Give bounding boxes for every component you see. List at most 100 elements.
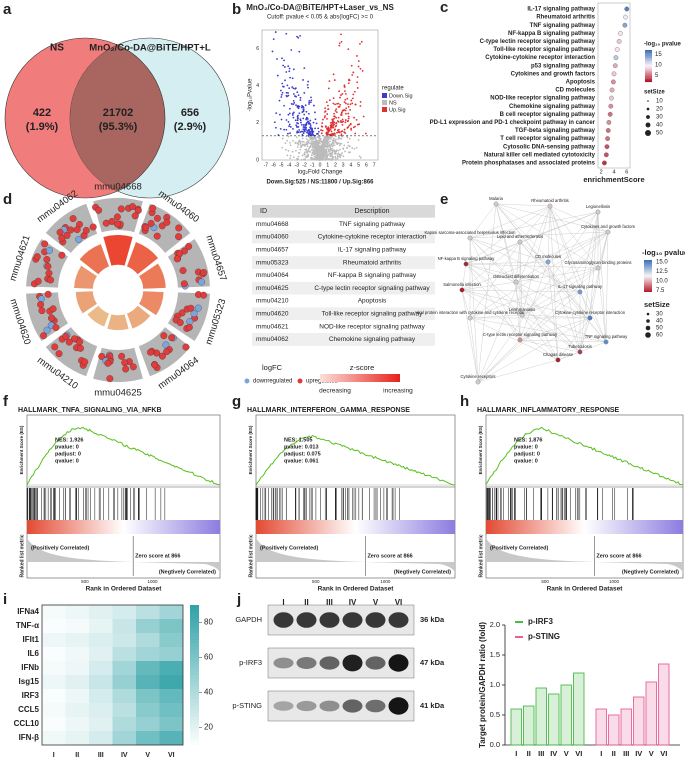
volcano-point: [283, 104, 286, 107]
network-node: [545, 259, 551, 265]
colorbar-cell: [190, 678, 199, 683]
pathway-label: C-type lectin receptor signaling pathway: [480, 39, 596, 45]
volcano-point: [331, 149, 334, 152]
volcano-point: [325, 136, 328, 139]
group-label: VI: [395, 598, 403, 607]
group-label: II: [304, 598, 308, 607]
volcano-point: [291, 114, 294, 116]
x-tick-label: III: [538, 749, 544, 758]
colorbar-cell: [190, 682, 199, 686]
network-node: [587, 315, 593, 321]
volcano-point: [312, 158, 315, 160]
volcano-point: [327, 128, 330, 130]
volcano-point: [288, 123, 291, 126]
x-tick-label: IV: [550, 749, 557, 758]
volcano-point: [327, 135, 330, 138]
gene-dot: [44, 262, 52, 270]
zscore-wedge: [126, 241, 159, 275]
legend-label: Down.Sig: [389, 93, 413, 99]
network-edge: [495, 203, 609, 233]
label: (Negtively Correlated): [394, 569, 451, 575]
volcano-point: [334, 153, 337, 155]
volcano-point: [331, 135, 334, 138]
volcano-point: [308, 139, 310, 142]
table-cell: mmu04620: [256, 311, 289, 318]
legend-label: NS: [389, 100, 397, 106]
heatmap-frame: [41, 604, 184, 746]
heat-cell: [65, 633, 89, 647]
volcano-point: [313, 104, 315, 107]
colorbar-cell: [190, 664, 199, 669]
panel-label: a: [3, 1, 12, 18]
pathway-label: B cell receptor signaling pathway: [500, 112, 596, 118]
heat-cell: [159, 661, 183, 675]
y-tick-label: 2: [256, 120, 259, 126]
colorbar-tick: 10.0: [656, 279, 668, 285]
table-cell: mmu04625: [256, 285, 289, 292]
volcano-point: [287, 120, 290, 123]
volcano-point: [321, 122, 324, 124]
volcano-point: [314, 149, 316, 152]
volcano-point: [306, 140, 309, 143]
blot-band: [388, 697, 409, 715]
volcano-point: [314, 118, 317, 121]
volcano-point: [343, 84, 346, 87]
colorbar-cell: [645, 53, 652, 55]
volcano-point: [287, 92, 289, 94]
volcano-point: [300, 130, 303, 133]
volcano-point: [303, 113, 306, 116]
volcano-point: [287, 135, 290, 138]
table-cell: Apoptosis: [358, 298, 387, 305]
heat-cell: [159, 647, 183, 661]
volcano-point: [332, 139, 335, 142]
volcano-point: [328, 133, 330, 136]
blot-band: [296, 657, 317, 669]
volcano-point: [282, 85, 285, 88]
zscore-wedge: [73, 265, 98, 290]
heat-cell: [112, 661, 136, 675]
pathway-label: Cytokines and growth factors: [511, 71, 596, 77]
enrichment-dot: [602, 160, 607, 166]
network-edge: [465, 263, 521, 341]
volcano-point: [305, 116, 308, 119]
network-node: [595, 265, 601, 271]
pathway-label: TGF-beta signaling pathway: [515, 128, 596, 134]
colorbar-cell: [645, 61, 652, 63]
node-label: Legionellosis: [586, 204, 610, 209]
volcano-point: [311, 136, 314, 139]
colorbar-tick: 15: [655, 52, 662, 58]
volcano-point: [347, 112, 350, 115]
gene-dot: [69, 215, 77, 223]
heat-cell: [159, 633, 183, 647]
venn-overlap: [70, 38, 165, 198]
volcano-point: [288, 125, 290, 128]
network-edge: [579, 291, 607, 343]
node-label: Kaposi sarcoma-associated herpesvirus in…: [424, 230, 516, 235]
volcano-point: [326, 156, 329, 159]
gene-dot: [182, 343, 190, 351]
volcano-point: [356, 87, 359, 89]
gene-dot: [65, 338, 73, 346]
volcano-point: [341, 123, 344, 126]
volcano-point: [304, 143, 307, 146]
volcano-point: [301, 133, 304, 136]
colorbar: [644, 260, 652, 292]
volcano-point: [297, 131, 300, 134]
volcano-point: [287, 149, 290, 152]
x-tick-label: II: [527, 749, 531, 758]
network-node: [475, 379, 481, 385]
y-tick-label: 0.0: [490, 740, 500, 749]
volcano-point: [364, 132, 367, 135]
gene-dot: [77, 344, 84, 352]
heat-cell: [89, 605, 113, 619]
size-tick: 10: [656, 99, 663, 105]
volcano-point: [327, 149, 330, 152]
volcano-point: [334, 103, 337, 106]
pathway-label: NF-kappa B signaling pathway: [508, 31, 596, 37]
network-edge: [465, 261, 549, 265]
network-edge: [477, 205, 551, 383]
gsea-stat: qvalue: 0: [514, 458, 538, 464]
volcano-point: [302, 140, 305, 143]
heat-cell: [159, 717, 183, 731]
table-row-bg: [252, 243, 435, 257]
